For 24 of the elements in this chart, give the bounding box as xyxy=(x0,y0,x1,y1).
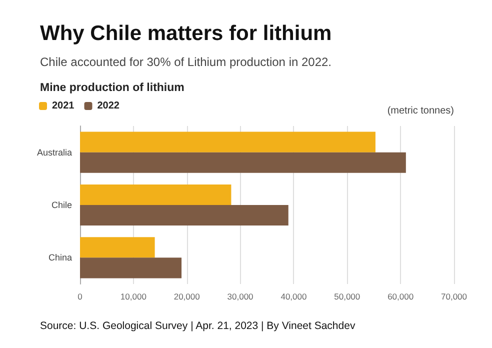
x-tick-label: 30,000 xyxy=(227,292,254,302)
x-tick-label: 60,000 xyxy=(388,292,414,302)
source-note: Source: U.S. Geological Survey | Apr. 21, 2023 | By Vineet Sachdev xyxy=(40,320,356,332)
x-tick-label: 70,000 xyxy=(441,292,468,302)
x-tick-label: 20,000 xyxy=(174,292,200,302)
bar xyxy=(80,152,406,173)
bar xyxy=(80,237,155,258)
legend-label: 2022 xyxy=(97,100,120,112)
x-tick-label: 0 xyxy=(78,292,83,302)
bar xyxy=(80,258,182,278)
chart-title: Why Chile matters for lithium xyxy=(40,22,332,46)
bar xyxy=(80,205,288,226)
chart-subtitle: Chile accounted for 30% of Lithium production in 2022. xyxy=(40,55,332,69)
x-tick-label: 10,000 xyxy=(120,292,147,302)
x-tick-label: 50,000 xyxy=(334,292,360,302)
y-tick-label: Chile xyxy=(51,200,72,210)
text: Mine production of lithium xyxy=(40,82,184,94)
y-tick-label: Australia xyxy=(36,147,72,158)
legend-label: 2021 xyxy=(52,100,75,112)
y-tick-label: China xyxy=(48,252,72,263)
x-tick-label: 40,000 xyxy=(280,292,307,302)
bar xyxy=(80,132,376,152)
bar xyxy=(80,184,232,205)
x-axis-title: (metric tonnes) xyxy=(387,106,454,116)
